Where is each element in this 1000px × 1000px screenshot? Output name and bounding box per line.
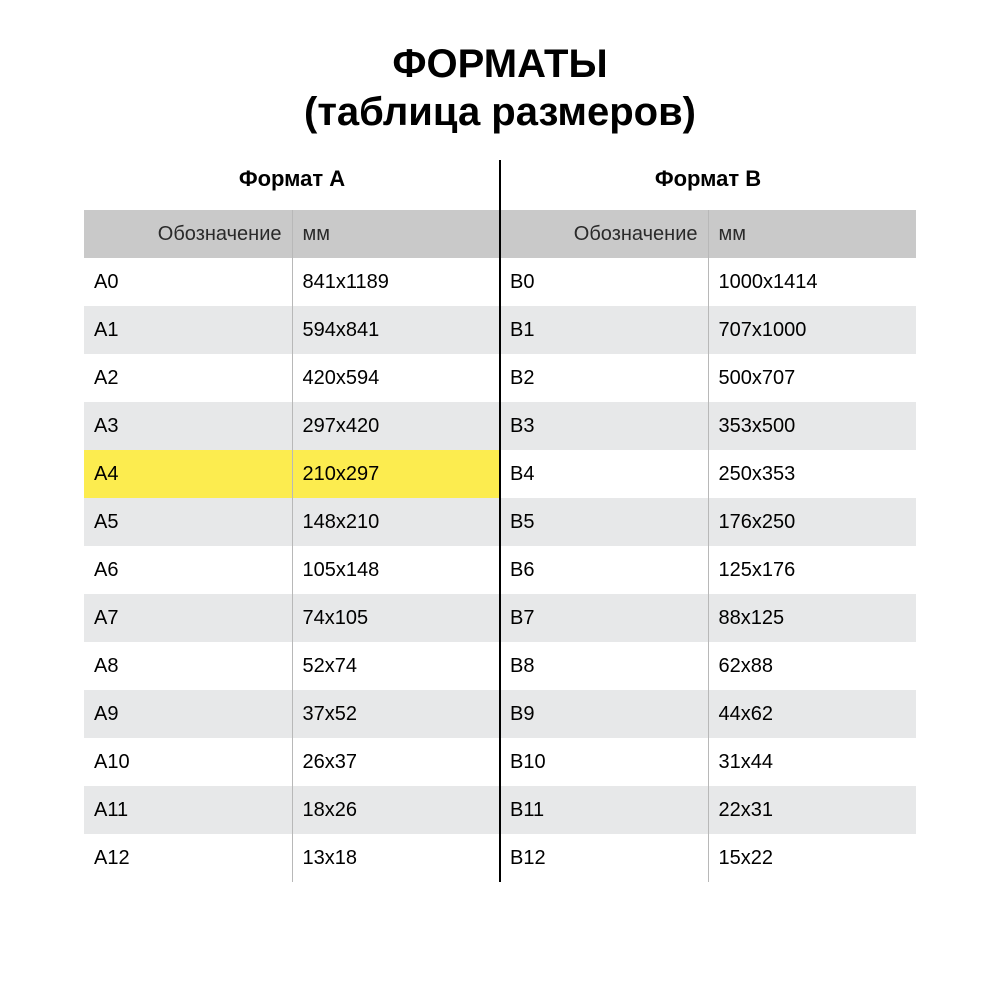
cell-b-mm: 353x500 — [708, 402, 916, 450]
cell-a-mm: 841x1189 — [292, 258, 500, 306]
cell-a-label: A6 — [84, 546, 292, 594]
cell-b-mm: 15x22 — [708, 834, 916, 882]
cell-b-mm: 125x176 — [708, 546, 916, 594]
cell-a-label: A4 — [84, 450, 292, 498]
cell-b-label: B1 — [500, 306, 708, 354]
cell-a-mm: 210x297 — [292, 450, 500, 498]
cell-a-mm: 594x841 — [292, 306, 500, 354]
cell-b-label: B5 — [500, 498, 708, 546]
cell-b-mm: 44x62 — [708, 690, 916, 738]
col-header-b-mm: мм — [708, 210, 916, 258]
cell-b-mm: 500x707 — [708, 354, 916, 402]
cell-a-label: A11 — [84, 786, 292, 834]
cell-b-label: B6 — [500, 546, 708, 594]
cell-a-mm: 420x594 — [292, 354, 500, 402]
title-line-2: (таблица размеров) — [0, 88, 1000, 136]
cell-a-mm: 26x37 — [292, 738, 500, 786]
cell-b-mm: 1000x1414 — [708, 258, 916, 306]
title-line-1: ФОРМАТЫ — [0, 40, 1000, 88]
center-divider — [499, 160, 501, 882]
cell-b-mm: 31x44 — [708, 738, 916, 786]
cell-b-label: B9 — [500, 690, 708, 738]
cell-b-label: B12 — [500, 834, 708, 882]
section-a-title: Формат А — [84, 166, 500, 192]
tables-container: Формат А Формат B Обозначение мм Обознач… — [84, 166, 916, 882]
cell-a-label: A12 — [84, 834, 292, 882]
cell-a-label: A0 — [84, 258, 292, 306]
col-header-a-label: Обозначение — [84, 210, 292, 258]
cell-b-label: B7 — [500, 594, 708, 642]
cell-b-mm: 88x125 — [708, 594, 916, 642]
cell-b-mm: 250x353 — [708, 450, 916, 498]
cell-b-label: B11 — [500, 786, 708, 834]
cell-a-label: A8 — [84, 642, 292, 690]
cell-b-label: B2 — [500, 354, 708, 402]
cell-a-mm: 297x420 — [292, 402, 500, 450]
title-block: ФОРМАТЫ (таблица размеров) — [0, 0, 1000, 166]
cell-b-label: B3 — [500, 402, 708, 450]
cell-a-label: A9 — [84, 690, 292, 738]
cell-b-label: B0 — [500, 258, 708, 306]
col-header-b-label: Обозначение — [500, 210, 708, 258]
cell-b-label: B8 — [500, 642, 708, 690]
cell-a-mm: 13x18 — [292, 834, 500, 882]
cell-b-mm: 22x31 — [708, 786, 916, 834]
cell-a-mm: 105x148 — [292, 546, 500, 594]
cell-a-mm: 148x210 — [292, 498, 500, 546]
cell-a-label: A3 — [84, 402, 292, 450]
cell-a-label: A7 — [84, 594, 292, 642]
col-header-a-mm: мм — [292, 210, 500, 258]
cell-a-mm: 37x52 — [292, 690, 500, 738]
cell-a-label: A5 — [84, 498, 292, 546]
cell-a-label: A10 — [84, 738, 292, 786]
cell-a-mm: 52x74 — [292, 642, 500, 690]
cell-b-label: B10 — [500, 738, 708, 786]
cell-b-label: B4 — [500, 450, 708, 498]
cell-a-label: A1 — [84, 306, 292, 354]
section-b-title: Формат B — [500, 166, 916, 192]
cell-b-mm: 707x1000 — [708, 306, 916, 354]
cell-a-label: A2 — [84, 354, 292, 402]
cell-b-mm: 176x250 — [708, 498, 916, 546]
cell-a-mm: 18x26 — [292, 786, 500, 834]
cell-a-mm: 74x105 — [292, 594, 500, 642]
cell-b-mm: 62x88 — [708, 642, 916, 690]
